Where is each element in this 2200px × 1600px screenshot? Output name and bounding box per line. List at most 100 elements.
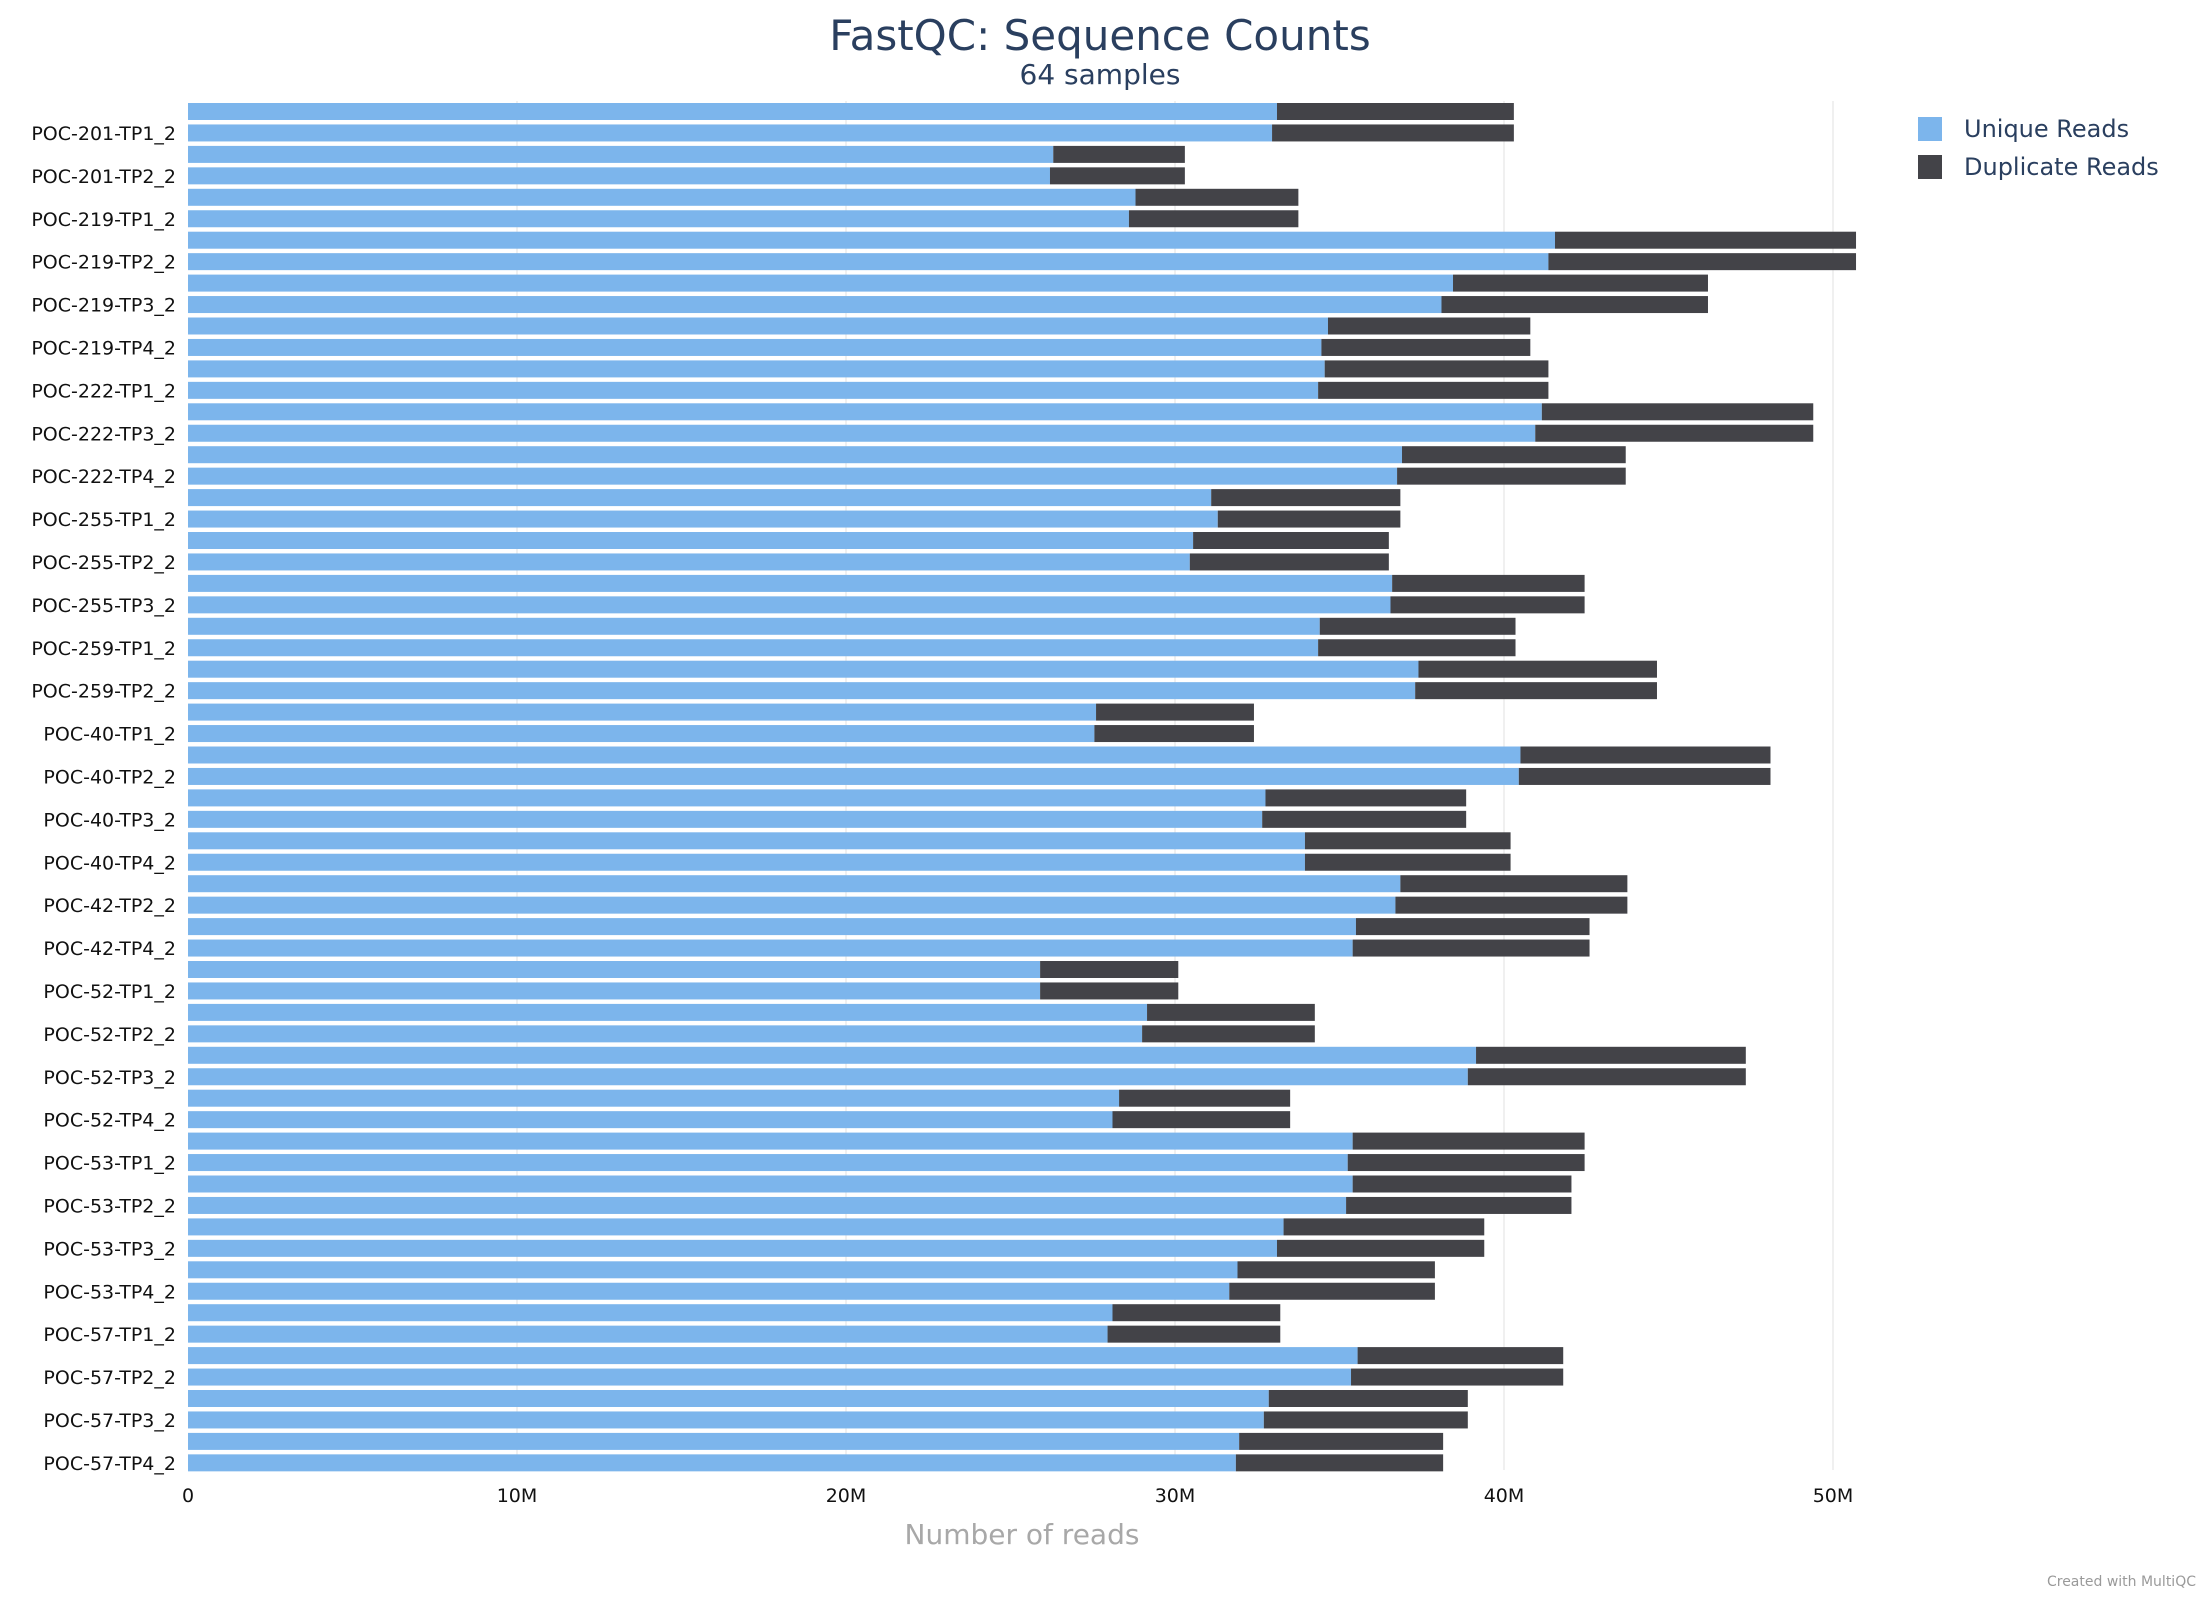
duplicate-reads-bar[interactable] (1239, 1432, 1444, 1450)
unique-reads-bar[interactable] (188, 961, 1041, 978)
unique-reads-bar[interactable] (188, 103, 1277, 120)
unique-reads-bar[interactable] (188, 489, 1212, 507)
duplicate-reads-bar[interactable] (1324, 360, 1549, 378)
duplicate-reads-bar[interactable] (1304, 853, 1511, 871)
unique-reads-bar[interactable] (188, 553, 1190, 571)
duplicate-reads-bar[interactable] (1272, 124, 1514, 142)
duplicate-reads-bar[interactable] (1147, 1003, 1315, 1021)
duplicate-reads-bar[interactable] (1135, 188, 1299, 206)
duplicate-reads-bar[interactable] (1112, 1111, 1291, 1129)
duplicate-reads-bar[interactable] (1321, 338, 1531, 356)
unique-reads-bar[interactable] (188, 1132, 1353, 1150)
duplicate-reads-bar[interactable] (1094, 725, 1254, 743)
unique-reads-bar[interactable] (188, 1432, 1240, 1450)
unique-reads-bar[interactable] (188, 1154, 1348, 1172)
duplicate-reads-bar[interactable] (1453, 274, 1708, 292)
unique-reads-bar[interactable] (188, 875, 1401, 893)
duplicate-reads-bar[interactable] (1211, 489, 1401, 507)
unique-reads-bar[interactable] (188, 596, 1391, 614)
unique-reads-bar[interactable] (188, 296, 1442, 314)
duplicate-reads-bar[interactable] (1189, 553, 1389, 571)
duplicate-reads-bar[interactable] (1193, 532, 1389, 549)
duplicate-reads-bar[interactable] (1415, 682, 1657, 700)
duplicate-reads-bar[interactable] (1119, 1089, 1291, 1107)
unique-reads-bar[interactable] (188, 210, 1129, 228)
unique-reads-bar[interactable] (188, 1411, 1264, 1429)
duplicate-reads-bar[interactable] (1352, 1132, 1585, 1150)
unique-reads-bar[interactable] (188, 574, 1393, 592)
bars[interactable] (188, 103, 1857, 1472)
unique-reads-bar[interactable] (188, 381, 1319, 399)
unique-reads-bar[interactable] (188, 467, 1398, 485)
unique-reads-bar[interactable] (188, 274, 1454, 292)
duplicate-reads-bar[interactable] (1395, 896, 1628, 914)
unique-reads-bar[interactable] (188, 1454, 1236, 1472)
duplicate-reads-bar[interactable] (1049, 167, 1185, 185)
duplicate-reads-bar[interactable] (1392, 574, 1585, 592)
duplicate-reads-bar[interactable] (1112, 1304, 1281, 1322)
unique-reads-bar[interactable] (188, 1218, 1284, 1236)
unique-reads-bar[interactable] (188, 338, 1322, 356)
unique-reads-bar[interactable] (188, 660, 1419, 678)
duplicate-reads-bar[interactable] (1265, 789, 1467, 807)
unique-reads-bar[interactable] (188, 682, 1416, 700)
duplicate-reads-bar[interactable] (1476, 1046, 1746, 1064)
unique-reads-bar[interactable] (188, 896, 1396, 914)
duplicate-reads-bar[interactable] (1237, 1261, 1435, 1279)
duplicate-reads-bar[interactable] (1346, 1196, 1572, 1214)
duplicate-reads-bar[interactable] (1319, 617, 1516, 635)
duplicate-reads-bar[interactable] (1548, 253, 1857, 271)
unique-reads-bar[interactable] (188, 1025, 1143, 1043)
duplicate-reads-bar[interactable] (1262, 810, 1467, 828)
duplicate-reads-bar[interactable] (1535, 424, 1814, 442)
duplicate-reads-bar[interactable] (1217, 510, 1401, 528)
unique-reads-bar[interactable] (188, 532, 1194, 549)
unique-reads-bar[interactable] (188, 1068, 1468, 1086)
unique-reads-bar[interactable] (188, 1325, 1108, 1343)
unique-reads-bar[interactable] (188, 1347, 1358, 1365)
unique-reads-bar[interactable] (188, 253, 1549, 271)
unique-reads-bar[interactable] (188, 1282, 1230, 1300)
unique-reads-bar[interactable] (188, 188, 1136, 206)
duplicate-reads-bar[interactable] (1283, 1218, 1485, 1236)
unique-reads-bar[interactable] (188, 1046, 1477, 1064)
unique-reads-bar[interactable] (188, 231, 1555, 249)
unique-reads-bar[interactable] (188, 1196, 1347, 1214)
unique-reads-bar[interactable] (188, 767, 1519, 785)
duplicate-reads-bar[interactable] (1107, 1325, 1281, 1343)
duplicate-reads-bar[interactable] (1276, 103, 1514, 120)
unique-reads-bar[interactable] (188, 982, 1041, 1000)
unique-reads-bar[interactable] (188, 617, 1320, 635)
duplicate-reads-bar[interactable] (1467, 1068, 1746, 1086)
unique-reads-bar[interactable] (188, 789, 1266, 807)
unique-reads-bar[interactable] (188, 1368, 1352, 1386)
unique-reads-bar[interactable] (188, 1175, 1353, 1193)
duplicate-reads-bar[interactable] (1040, 961, 1179, 978)
unique-reads-bar[interactable] (188, 725, 1095, 743)
unique-reads-bar[interactable] (188, 853, 1305, 871)
duplicate-reads-bar[interactable] (1304, 832, 1511, 850)
unique-reads-bar[interactable] (188, 446, 1403, 464)
duplicate-reads-bar[interactable] (1397, 467, 1626, 485)
duplicate-reads-bar[interactable] (1235, 1454, 1444, 1472)
unique-reads-bar[interactable] (188, 939, 1353, 957)
duplicate-reads-bar[interactable] (1520, 746, 1771, 764)
duplicate-reads-bar[interactable] (1351, 1368, 1564, 1386)
duplicate-reads-bar[interactable] (1142, 1025, 1315, 1043)
duplicate-reads-bar[interactable] (1347, 1154, 1585, 1172)
duplicate-reads-bar[interactable] (1268, 1390, 1468, 1407)
unique-reads-bar[interactable] (188, 810, 1263, 828)
duplicate-reads-bar[interactable] (1318, 381, 1549, 399)
legend-item-label[interactable]: Unique Reads (1964, 115, 2129, 143)
duplicate-reads-bar[interactable] (1355, 918, 1590, 936)
duplicate-reads-bar[interactable] (1554, 231, 1857, 249)
duplicate-reads-bar[interactable] (1541, 403, 1814, 421)
unique-reads-bar[interactable] (188, 639, 1319, 657)
duplicate-reads-bar[interactable] (1276, 1239, 1485, 1257)
unique-reads-bar[interactable] (188, 424, 1536, 442)
duplicate-reads-bar[interactable] (1096, 703, 1254, 721)
unique-reads-bar[interactable] (188, 317, 1328, 335)
unique-reads-bar[interactable] (188, 746, 1521, 764)
unique-reads-bar[interactable] (188, 403, 1542, 421)
unique-reads-bar[interactable] (188, 1390, 1269, 1407)
